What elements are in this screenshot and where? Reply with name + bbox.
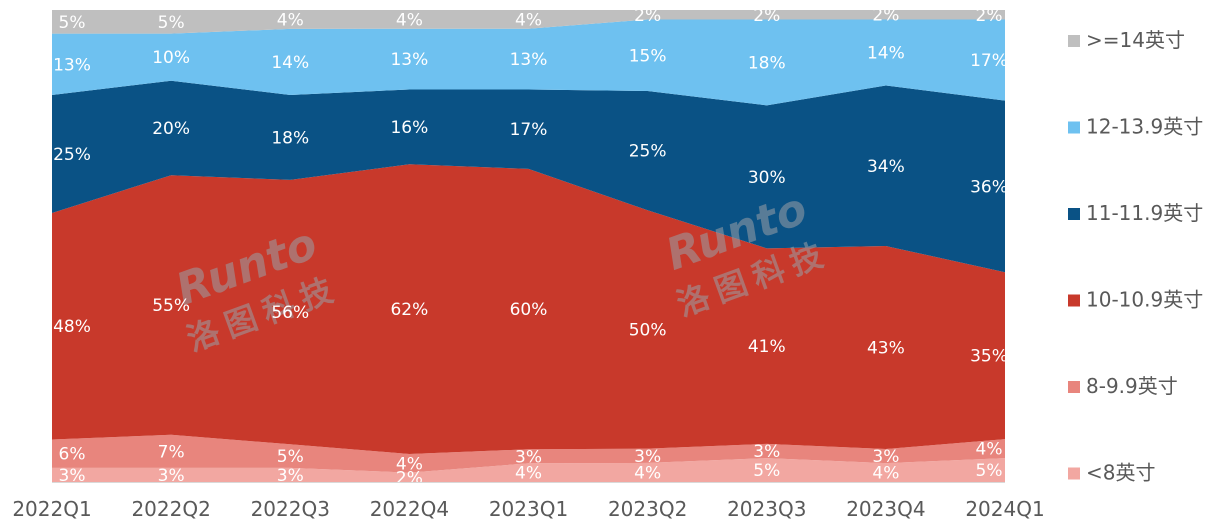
data-label: 30% (748, 168, 786, 188)
data-label: 6% (59, 445, 86, 465)
data-label: 3% (753, 442, 780, 462)
data-label: 5% (158, 13, 185, 33)
data-label: 13% (390, 50, 428, 70)
x-tick-label: 2022Q1 (12, 497, 91, 521)
data-label: 4% (277, 10, 304, 30)
data-label: 5% (976, 461, 1003, 481)
data-label: 35% (970, 347, 1008, 367)
data-label: 4% (515, 10, 542, 30)
data-label: 2% (976, 6, 1003, 26)
data-label: 4% (634, 463, 661, 483)
area-series-2 (52, 164, 1005, 454)
x-tick-label: 2023Q2 (608, 497, 687, 521)
x-tick-label: 2023Q3 (727, 497, 806, 521)
x-axis: 2022Q1 2022Q2 2022Q3 2022Q4 2023Q1 2023Q2 2023… (12, 482, 1045, 521)
data-label: 2% (396, 468, 423, 488)
data-label: 4% (872, 464, 899, 484)
data-label: 25% (629, 142, 667, 162)
data-label: 56% (271, 303, 309, 323)
legend-item[interactable]: 11-11.9英寸 (1068, 201, 1203, 225)
area-series-3 (52, 80, 1005, 273)
data-label: 13% (53, 55, 91, 75)
data-label: 5% (277, 447, 304, 467)
data-label: 55% (152, 296, 190, 316)
data-label: 48% (53, 317, 91, 337)
legend-label: 10-10.9英寸 (1086, 288, 1203, 312)
legend-item[interactable]: 8-9.9英寸 (1068, 374, 1178, 398)
data-label: 41% (748, 337, 786, 357)
data-label: 43% (867, 338, 905, 358)
data-label: 2% (753, 6, 780, 26)
data-label: 7% (158, 442, 185, 462)
data-label: 14% (867, 43, 905, 63)
data-label: 25% (53, 145, 91, 165)
legend-label: 11-11.9英寸 (1086, 201, 1203, 225)
data-label: 36% (970, 177, 1008, 197)
x-tick-label: 2024Q1 (965, 497, 1044, 521)
legend-item[interactable]: 12-13.9英寸 (1068, 115, 1203, 139)
data-labels: 3% 3% 3% 2% 4% 4% 5% 4% 5%6% 7% 5% 4% 3% 3% 3% 3% 4%48%5… (53, 6, 1008, 489)
legend-item[interactable]: 10-10.9英寸 (1068, 288, 1203, 312)
area-series-1 (52, 434, 1005, 473)
legend-swatch (1068, 294, 1080, 307)
data-label: 4% (976, 440, 1003, 460)
data-label: 3% (158, 466, 185, 486)
data-label: 10% (152, 48, 190, 68)
data-label: 2% (634, 6, 661, 26)
data-label: 3% (872, 447, 899, 467)
data-label: 3% (59, 466, 86, 486)
data-label: 18% (271, 128, 309, 148)
area-series-4 (52, 19, 1005, 106)
data-label: 3% (634, 447, 661, 467)
data-label: 17% (970, 51, 1008, 71)
data-label: 14% (271, 53, 309, 73)
legend-item[interactable]: <8英寸 (1068, 461, 1155, 485)
data-label: 15% (629, 46, 667, 66)
area-series-5 (52, 10, 1005, 34)
legend-swatch (1068, 208, 1080, 220)
legend-label: 8-9.9英寸 (1086, 374, 1178, 398)
data-label: 3% (277, 466, 304, 486)
data-label: 34% (867, 157, 905, 177)
legend[interactable]: >=14英寸 12-13.9英寸 11-11.9英寸 10-10.9英寸 8-9.9英寸… (1068, 28, 1203, 485)
data-label: 18% (748, 53, 786, 73)
data-label: 3% (515, 447, 542, 467)
data-label: 4% (515, 464, 542, 484)
x-tick-label: 2022Q4 (370, 497, 449, 521)
data-label: 20% (152, 119, 190, 139)
legend-item[interactable]: >=14英寸 (1068, 28, 1185, 52)
data-label: 5% (59, 13, 86, 33)
legend-swatch (1068, 467, 1080, 480)
data-label: 2% (872, 6, 899, 26)
data-label: 16% (390, 118, 428, 138)
x-tick-label: 2022Q2 (131, 497, 210, 521)
x-tick-label: 2023Q1 (489, 497, 568, 521)
data-label: 50% (629, 320, 667, 340)
area-layers (52, 10, 1005, 482)
legend-label: 12-13.9英寸 (1086, 115, 1203, 139)
data-label: 13% (510, 50, 548, 70)
data-label: 17% (510, 120, 548, 140)
legend-swatch (1068, 121, 1080, 134)
x-tick-label: 2022Q3 (251, 497, 330, 521)
data-label: 60% (510, 300, 548, 320)
area-series-0 (52, 458, 1005, 482)
data-label: 5% (753, 461, 780, 481)
data-label: 62% (390, 300, 428, 320)
data-label: 4% (396, 454, 423, 474)
x-tick-label: 2023Q4 (846, 497, 925, 521)
legend-swatch (1068, 381, 1080, 393)
legend-label: <8英寸 (1086, 461, 1155, 485)
legend-swatch (1068, 35, 1080, 47)
data-label: 4% (396, 10, 423, 30)
legend-label: >=14英寸 (1086, 28, 1185, 52)
